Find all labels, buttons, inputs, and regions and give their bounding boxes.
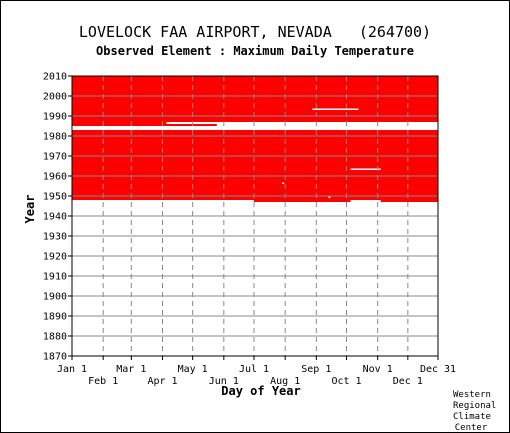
y-tick-label: 1890	[43, 312, 67, 323]
x-tick-label: Mar 1	[116, 364, 146, 375]
data-block	[72, 122, 167, 126]
chart-title: LOVELOCK FAA AIRPORT, NEVADA (264700)	[78, 23, 432, 41]
data-block	[72, 130, 167, 200]
y-tick-label: 1870	[43, 352, 67, 363]
credit-line: Climate	[453, 412, 491, 422]
y-tick-label: 1950	[43, 192, 67, 203]
y-tick-label: 1960	[43, 172, 67, 183]
data-block	[166, 124, 217, 126]
chart-subtitle: Observed Element : Maximum Daily Tempera…	[96, 44, 414, 58]
x-tick-label: Dec 31	[420, 364, 456, 375]
credit-line: Center	[454, 423, 488, 433]
data-block	[72, 76, 438, 122]
y-tick-label: 2000	[43, 92, 67, 103]
x-tick-label: Nov 1	[363, 364, 393, 375]
missing-data-gap	[312, 108, 359, 110]
y-tick-label: 1920	[43, 252, 67, 263]
x-tick-label: Jun 1	[209, 376, 239, 387]
missing-data-gap	[350, 168, 381, 170]
y-axis-title: Year	[23, 195, 37, 224]
y-tick-label: 1930	[43, 232, 67, 243]
data-block	[350, 198, 381, 200]
y-tick-label: 2010	[43, 72, 67, 83]
x-tick-label: Dec 1	[393, 376, 423, 387]
data-block	[166, 130, 438, 200]
x-tick-label: Oct 1	[331, 376, 361, 387]
data-block	[253, 200, 351, 202]
credit-line: Western	[453, 390, 491, 400]
y-tick-label: 1990	[43, 112, 67, 123]
y-tick-label: 1910	[43, 272, 67, 283]
y-tick-label: 1900	[43, 292, 67, 303]
y-tick-label: 1970	[43, 152, 67, 163]
missing-data-gap	[282, 182, 285, 184]
x-tick-label: Feb 1	[88, 376, 118, 387]
x-tick-label: May 1	[178, 364, 208, 375]
x-tick-label: Sep 1	[301, 364, 331, 375]
missing-data-gap	[328, 196, 331, 198]
x-axis-title: Day of Year	[221, 384, 300, 398]
y-tick-label: 1980	[43, 132, 67, 143]
x-tick-label: Apr 1	[147, 376, 177, 387]
x-tick-label: Jan 1	[57, 364, 87, 375]
y-tick-label: 1940	[43, 212, 67, 223]
y-tick-label: 1880	[43, 332, 67, 343]
x-tick-label: Aug 1	[270, 376, 300, 387]
data-block	[380, 200, 438, 202]
x-tick-label: Jul 1	[239, 364, 269, 375]
credit-text: Western Regional Climate Center	[453, 390, 497, 433]
credit-line: Regional	[453, 401, 497, 411]
